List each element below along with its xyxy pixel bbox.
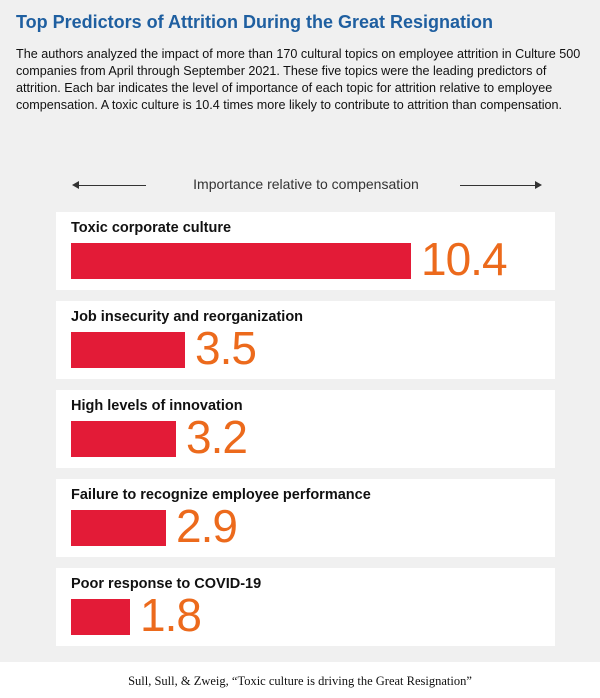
bar-card: Toxic corporate culture 10.4: [56, 212, 555, 290]
bar-card: Failure to recognize employee performanc…: [56, 479, 555, 557]
bar-card: Job insecurity and reorganization 3.5: [56, 301, 555, 379]
bar: [71, 421, 176, 457]
data-label: 10.4: [421, 233, 508, 285]
category-label: High levels of innovation: [71, 398, 243, 414]
x-axis-label: Importance relative to compensation: [193, 176, 419, 192]
chart-panel: Top Predictors of Attrition During the G…: [0, 0, 600, 662]
data-label: 3.5: [195, 322, 257, 374]
bar-card: High levels of innovation 3.2: [56, 390, 555, 468]
axis-indicator: Importance relative to compensation: [72, 174, 542, 196]
right-arrow-icon: [535, 181, 542, 189]
category-label: Poor response to COVID-19: [71, 576, 262, 592]
category-label: Job insecurity and reorganization: [71, 309, 304, 325]
left-arrow-line: [74, 185, 146, 186]
bar-card: Poor response to COVID-19 1.8: [56, 568, 555, 646]
bar: [71, 510, 166, 546]
data-label: 2.9: [176, 500, 238, 552]
bar: [71, 332, 185, 368]
category-label: Failure to recognize employee performanc…: [71, 487, 371, 503]
source-caption: Sull, Sull, & Zweig, “Toxic culture is d…: [128, 674, 472, 688]
chart-subtitle: The authors analyzed the impact of more …: [16, 47, 581, 112]
bar: [71, 243, 411, 279]
right-arrow-line: [460, 185, 540, 186]
chart-title: Top Predictors of Attrition During the G…: [16, 12, 494, 32]
category-label: Toxic corporate culture: [71, 220, 232, 236]
data-label: 1.8: [140, 589, 202, 641]
data-label: 3.2: [186, 411, 248, 463]
bar: [71, 599, 130, 635]
